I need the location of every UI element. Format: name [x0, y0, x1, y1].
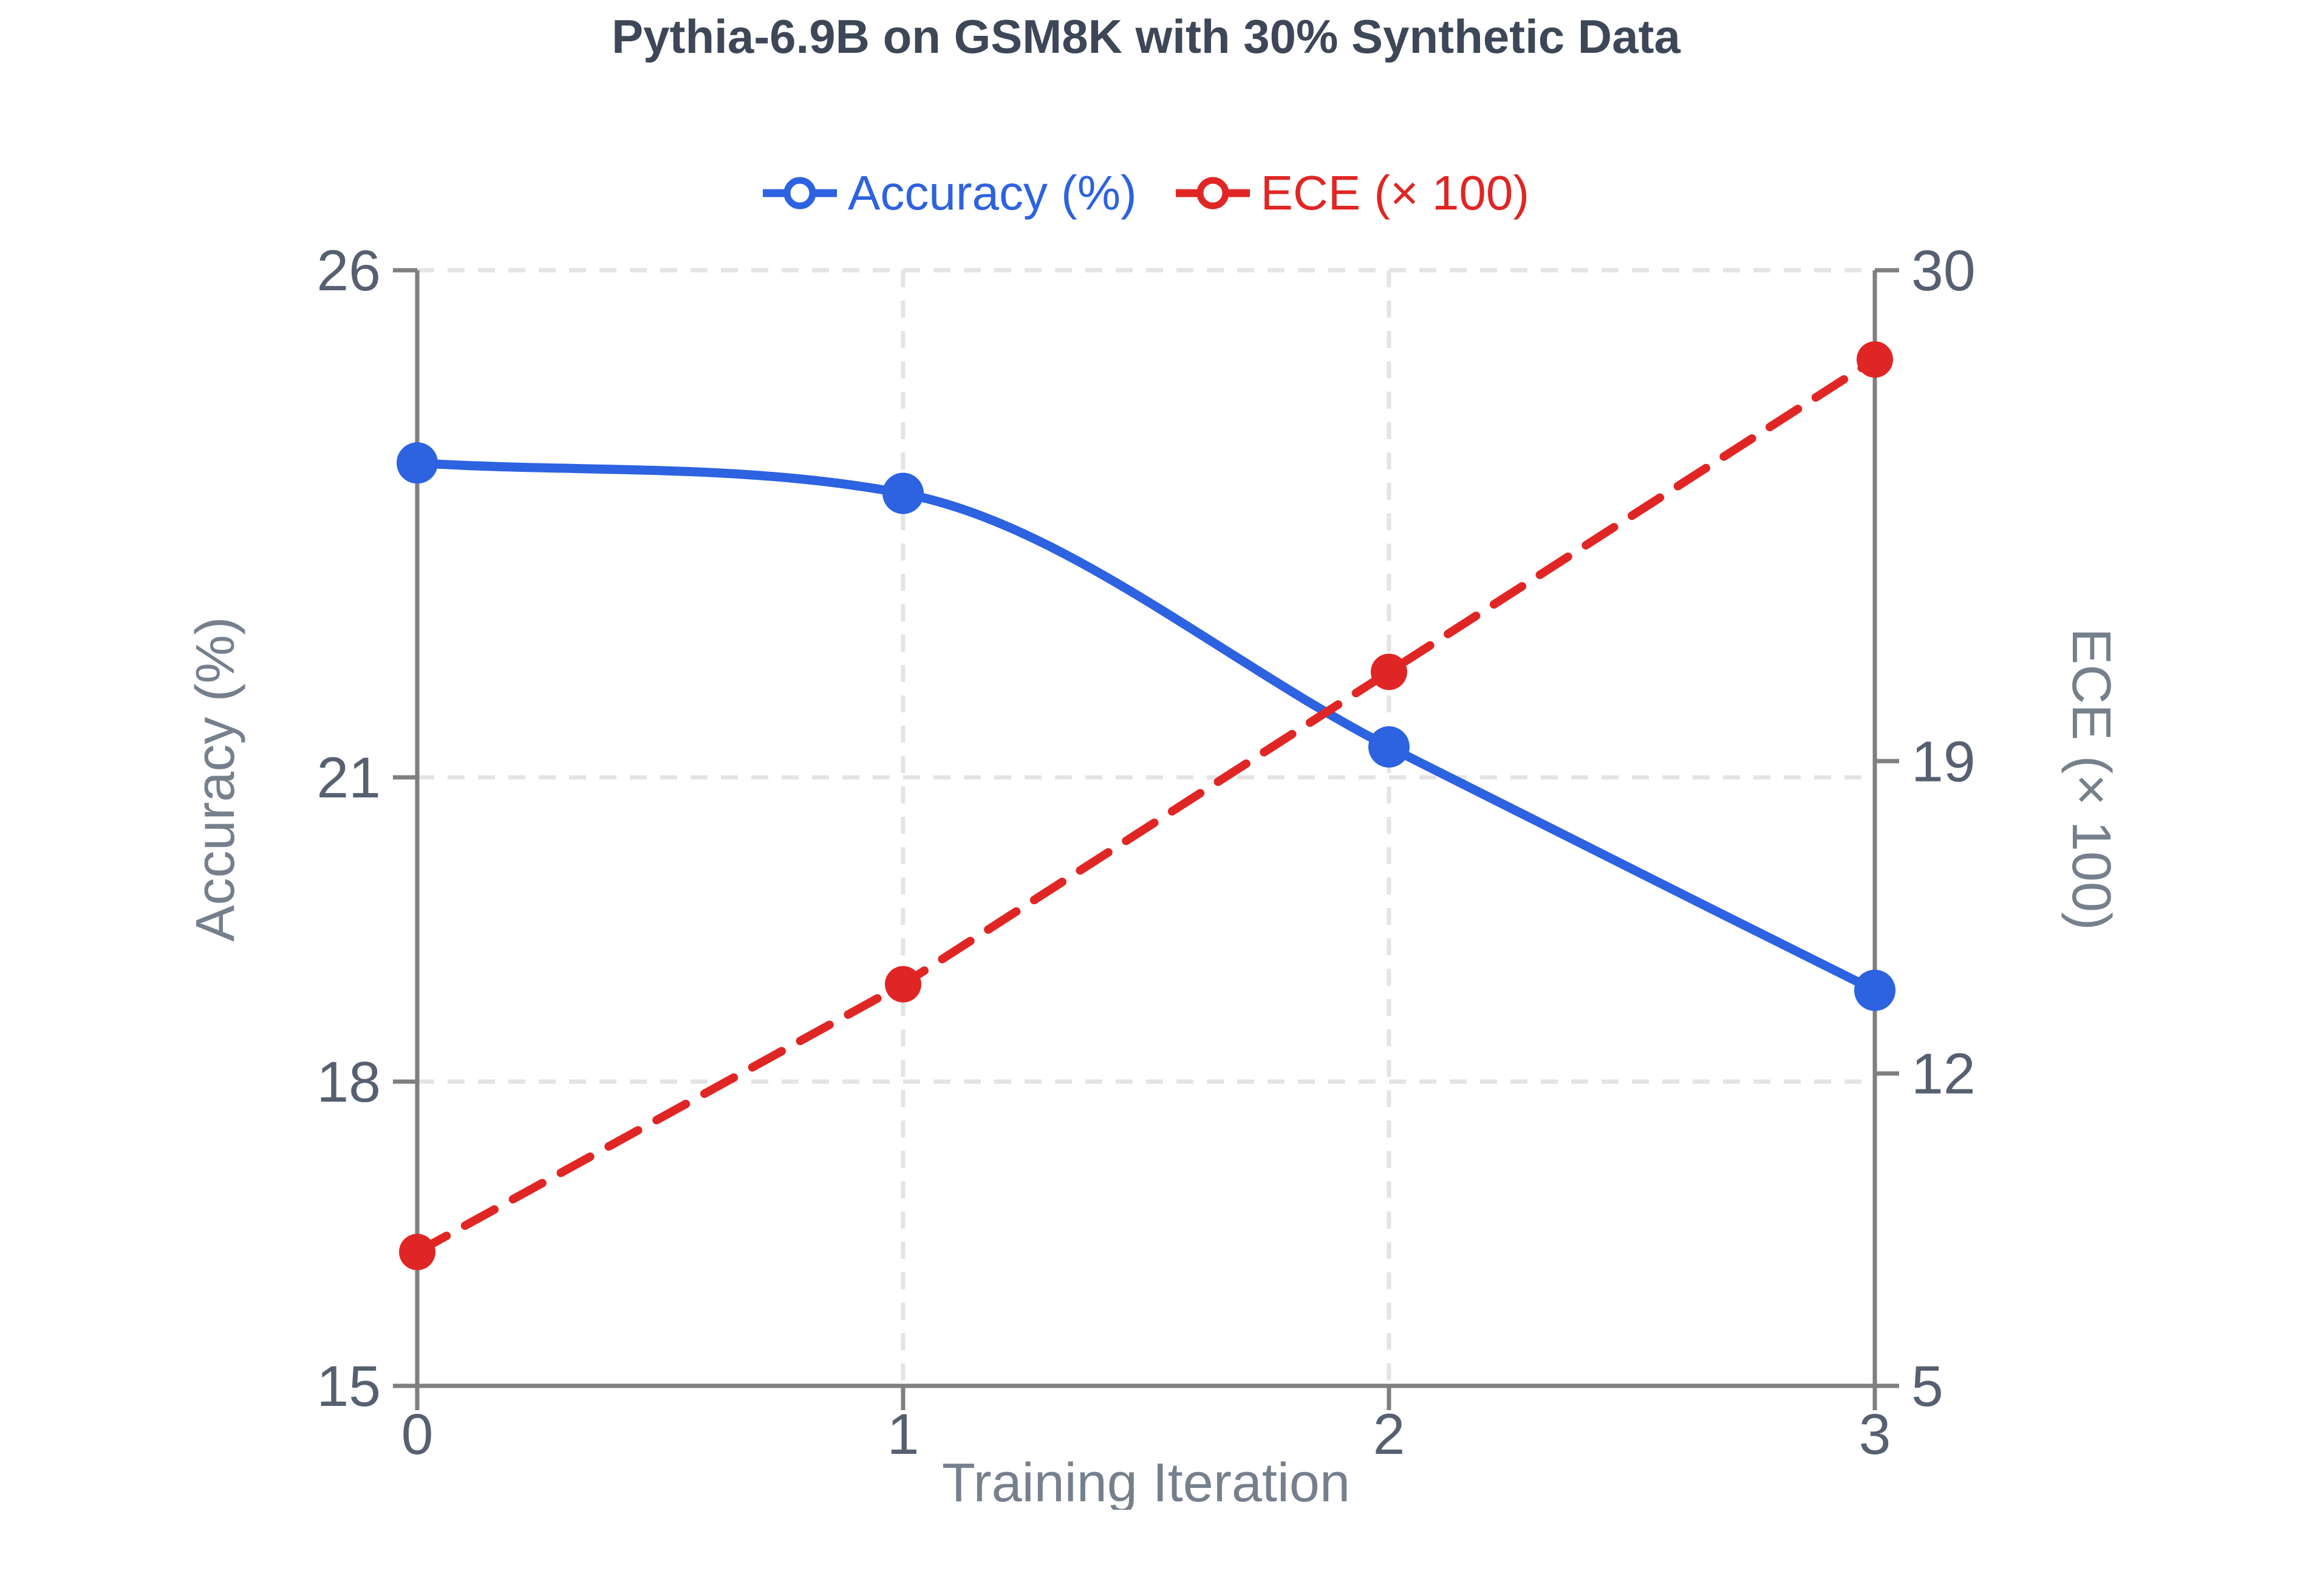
x-tick-label: 2 — [1373, 1402, 1405, 1467]
accuracy-point-2[interactable] — [1368, 726, 1410, 768]
right-tick-label: 5 — [1911, 1354, 1943, 1419]
right-tick-label: 30 — [1911, 239, 1976, 303]
legend-item-ece[interactable]: ECE (× 100) — [1175, 163, 1530, 223]
left-tick-label: 18 — [316, 1050, 381, 1114]
x-tick-label: 1 — [887, 1402, 919, 1467]
accuracy-point-1[interactable] — [882, 472, 924, 514]
legend-item-accuracy[interactable]: Accuracy (%) — [762, 163, 1137, 223]
right-tick-label: 19 — [1911, 729, 1976, 794]
left-tick-label: 21 — [316, 746, 381, 810]
legend-marker-accuracy-icon — [762, 177, 837, 210]
ece-line — [413, 355, 1879, 1257]
chart-title: Pythia-6.9B on GSM8K with 30% Synthetic … — [612, 10, 1680, 63]
ece-point-2[interactable] — [1371, 653, 1407, 691]
ece-point-3[interactable] — [1857, 341, 1893, 378]
accuracy-point-3[interactable] — [1854, 969, 1895, 1011]
x-axis-title: Training Iteration — [942, 1453, 1350, 1513]
left-axis-title: Accuracy (%) — [185, 616, 246, 941]
left-tick-label: 15 — [316, 1354, 381, 1419]
right-tick-label: 12 — [1911, 1042, 1976, 1107]
legend-marker-ece-icon — [1175, 177, 1250, 210]
x-tick-label: 3 — [1859, 1402, 1891, 1467]
legend-label-accuracy: Accuracy (%) — [847, 166, 1137, 220]
accuracy-line — [412, 458, 1880, 995]
legend: Accuracy (%) ECE (× 100) — [296, 162, 1996, 225]
bottom-crop — [547, 1510, 1761, 1596]
accuracy-point-0[interactable] — [397, 442, 438, 484]
ece-point-1[interactable] — [885, 966, 921, 1003]
right-axis-title: ECE (× 100) — [2061, 628, 2121, 930]
legend-label-ece: ECE (× 100) — [1260, 166, 1530, 220]
left-tick-label: 26 — [316, 239, 381, 303]
x-tick-label: 0 — [401, 1402, 434, 1467]
ece-point-0[interactable] — [399, 1233, 435, 1270]
